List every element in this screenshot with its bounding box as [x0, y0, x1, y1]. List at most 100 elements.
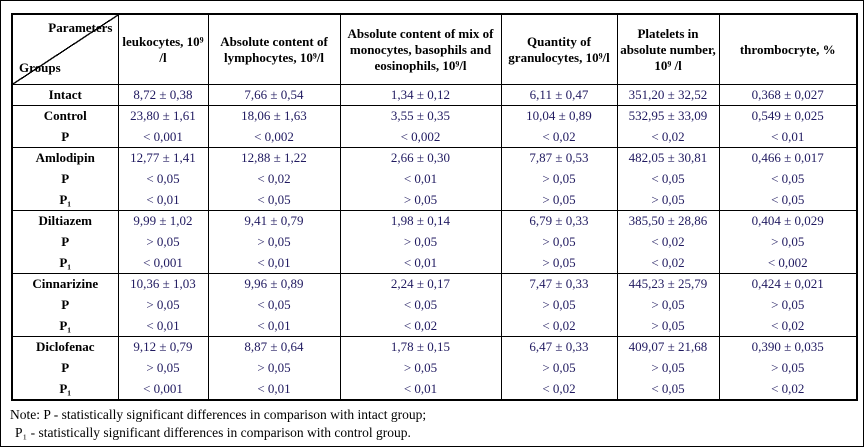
value-cell: < 0,02: [718, 378, 858, 400]
value-cell: < 0,02: [500, 315, 618, 337]
value-cell: 6,47 ± 0,33: [500, 336, 618, 358]
value-cell: > 0,05: [339, 357, 502, 379]
value-cell: < 0,001: [117, 126, 209, 148]
value-cell: 12,77 ± 1,41: [117, 147, 209, 169]
value-cell: 7,66 ± 0,54: [207, 84, 341, 106]
value-cell: < 0,02: [616, 252, 720, 274]
p1-row-label: P₁: [11, 189, 119, 211]
value-cell: 7,47 ± 0,33: [500, 273, 618, 295]
value-cell: 10,04 ± 0,89: [500, 105, 618, 127]
value-cell: 10,36 ± 1,03: [117, 273, 209, 295]
p-row-label: P: [11, 294, 119, 316]
value-cell: > 0,05: [718, 357, 858, 379]
value-cell: 0,368 ± 0,027: [718, 84, 858, 106]
column-header-4: Quantity of granulocytes, 10⁹/l: [500, 14, 618, 85]
value-cell: 6,79 ± 0,33: [500, 210, 618, 232]
group-label: Cinnarizine: [11, 273, 119, 295]
value-cell: < 0,01: [718, 126, 858, 148]
value-cell: > 0,05: [207, 231, 341, 253]
column-header-5: Platelets in absolute number, 10⁹ /l: [616, 14, 720, 85]
value-cell: < 0,002: [207, 126, 341, 148]
value-cell: < 0,02: [500, 378, 618, 400]
value-cell: 351,20 ± 32,52: [616, 84, 720, 106]
value-cell: 18,06 ± 1,63: [207, 105, 341, 127]
value-cell: > 0,05: [500, 357, 618, 379]
value-cell: > 0,05: [500, 189, 618, 211]
value-cell: 3,55 ± 0,35: [339, 105, 502, 127]
value-cell: 9,12 ± 0,79: [117, 336, 209, 358]
value-cell: > 0,05: [339, 189, 502, 211]
value-cell: > 0,05: [616, 294, 720, 316]
value-cell: 2,24 ± 0,17: [339, 273, 502, 295]
value-cell: > 0,05: [718, 294, 858, 316]
table-row: Amlodipin 12,77 ± 1,41 12,88 ± 1,22 2,66 ± …: [11, 147, 858, 169]
value-cell: < 0,002: [339, 126, 502, 148]
value-cell: > 0,05: [616, 315, 720, 337]
value-cell: < 0,02: [616, 126, 720, 148]
p1-row-label: P₁: [11, 252, 119, 274]
value-cell: 445,23 ± 25,79: [616, 273, 720, 295]
value-cell: 23,80 ± 1,61: [117, 105, 209, 127]
value-cell: 9,99 ± 1,02: [117, 210, 209, 232]
value-cell: 9,41 ± 0,79: [207, 210, 341, 232]
value-cell: > 0,05: [500, 294, 618, 316]
value-cell: < 0,05: [207, 189, 341, 211]
group-label: Intact: [11, 84, 119, 106]
value-cell: < 0,001: [117, 378, 209, 400]
value-cell: > 0,05: [339, 231, 502, 253]
results-table: Parameters Groups leukocytes, 10⁹ /l Abso…: [11, 13, 858, 401]
p-row-label: P: [11, 168, 119, 190]
table-row: P₁ < 0,001 < 0,01 < 0,01 > 0,05 < 0,02 < 0,002: [11, 252, 858, 274]
value-cell: 2,66 ± 0,30: [339, 147, 502, 169]
p1-row-label: P₁: [11, 378, 119, 400]
value-cell: < 0,01: [339, 252, 502, 274]
value-cell: < 0,002: [718, 252, 858, 274]
p1-row-label: P₁: [11, 315, 119, 337]
column-header-3: Absolute content of mix of monocytes, ba…: [339, 14, 502, 85]
value-cell: 0,466 ± 0,017: [718, 147, 858, 169]
footnote: Note: P - statistically significant diff…: [10, 406, 426, 442]
value-cell: < 0,02: [339, 315, 502, 337]
value-cell: 8,87 ± 0,64: [207, 336, 341, 358]
value-cell: < 0,02: [207, 168, 341, 190]
table-row: P₁ < 0,01 < 0,01 < 0,02 < 0,02 > 0,05 < 0,02: [11, 315, 858, 337]
value-cell: > 0,05: [117, 294, 209, 316]
value-cell: 532,95 ± 33,09: [616, 105, 720, 127]
value-cell: 0,404 ± 0,029: [718, 210, 858, 232]
table-body: Intact 8,72 ± 0,38 7,66 ± 0,54 1,34 ± 0,12 6…: [11, 84, 858, 400]
value-cell: 0,424 ± 0,021: [718, 273, 858, 295]
column-header-1: leukocytes, 10⁹ /l: [117, 14, 209, 85]
table-row: Control 23,80 ± 1,61 18,06 ± 1,63 3,55 ± 0,…: [11, 105, 858, 127]
footnote-line1: Note: P - statistically significant diff…: [10, 407, 427, 422]
value-cell: < 0,01: [207, 252, 341, 274]
column-header-6: thrombocryte, %: [718, 14, 858, 85]
value-cell: 12,88 ± 1,22: [207, 147, 341, 169]
value-cell: 9,96 ± 0,89: [207, 273, 341, 295]
table-row: P₁ < 0,001 < 0,01 < 0,01 < 0,02 < 0,05 < 0,02: [11, 378, 858, 400]
table-row: P > 0,05 > 0,05 > 0,05 > 0,05 < 0,02 > 0,05: [11, 231, 858, 253]
value-cell: < 0,01: [117, 189, 209, 211]
value-cell: < 0,05: [339, 294, 502, 316]
value-cell: 8,72 ± 0,38: [117, 84, 209, 106]
value-cell: 7,87 ± 0,53: [500, 147, 618, 169]
corner-cell: Parameters Groups: [11, 14, 119, 85]
table-row: Diltiazem 9,99 ± 1,02 9,41 ± 0,79 1,98 ± 0,…: [11, 210, 858, 232]
value-cell: 409,07 ± 21,68: [616, 336, 720, 358]
value-cell: 1,98 ± 0,14: [339, 210, 502, 232]
value-cell: < 0,01: [207, 378, 341, 400]
p-row-label: P: [11, 126, 119, 148]
value-cell: < 0,01: [339, 168, 502, 190]
value-cell: > 0,05: [616, 189, 720, 211]
value-cell: 0,549 ± 0,025: [718, 105, 858, 127]
table-row: Intact 8,72 ± 0,38 7,66 ± 0,54 1,34 ± 0,12 6…: [11, 84, 858, 106]
group-label: Amlodipin: [11, 147, 119, 169]
value-cell: > 0,05: [500, 168, 618, 190]
group-label: Control: [11, 105, 119, 127]
p-row-label: P: [11, 231, 119, 253]
value-cell: > 0,05: [500, 252, 618, 274]
table-row: Diclofenac 9,12 ± 0,79 8,87 ± 0,64 1,78 ± 0…: [11, 336, 858, 358]
value-cell: > 0,05: [616, 357, 720, 379]
header-row: Parameters Groups leukocytes, 10⁹ /l Abso…: [11, 14, 858, 85]
table-row: P > 0,05 < 0,05 < 0,05 > 0,05 > 0,05 > 0,05: [11, 294, 858, 316]
